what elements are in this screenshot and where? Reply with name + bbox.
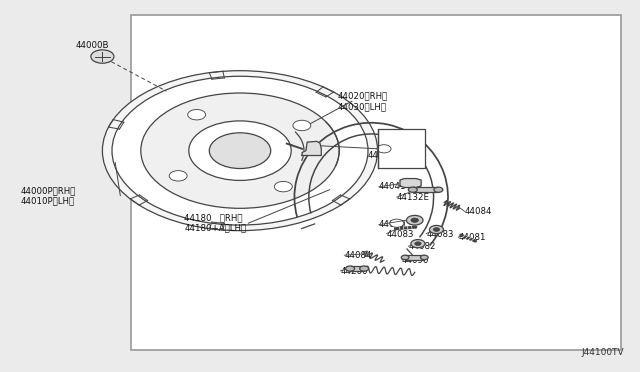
- Circle shape: [433, 228, 440, 231]
- Circle shape: [275, 182, 292, 192]
- Text: 44041: 44041: [379, 182, 406, 191]
- Text: 44030〈LH〉: 44030〈LH〉: [338, 102, 387, 111]
- Text: 44082: 44082: [408, 242, 436, 251]
- Bar: [350, 266, 364, 271]
- Text: 44083: 44083: [426, 230, 454, 239]
- Circle shape: [390, 219, 404, 227]
- Circle shape: [102, 71, 378, 231]
- Bar: [413, 187, 438, 192]
- Circle shape: [188, 109, 205, 120]
- Text: 44083: 44083: [387, 230, 414, 239]
- Circle shape: [91, 50, 114, 63]
- Bar: [405, 255, 424, 260]
- Circle shape: [360, 266, 369, 271]
- Text: 44000P〈RH〉: 44000P〈RH〉: [20, 186, 76, 195]
- Text: 44090: 44090: [402, 256, 429, 265]
- Text: J44100TV: J44100TV: [581, 348, 624, 357]
- Circle shape: [169, 171, 187, 181]
- Polygon shape: [302, 141, 321, 155]
- Circle shape: [415, 242, 421, 246]
- Text: 44081: 44081: [458, 233, 486, 242]
- Text: 44010P〈LH〉: 44010P〈LH〉: [20, 196, 75, 205]
- Text: 44200: 44200: [340, 267, 368, 276]
- Circle shape: [112, 76, 368, 225]
- Circle shape: [209, 133, 271, 169]
- Text: 44180   〈RH〉: 44180 〈RH〉: [184, 213, 243, 222]
- Text: 44020〈RH〉: 44020〈RH〉: [338, 92, 388, 100]
- Circle shape: [420, 255, 428, 260]
- Circle shape: [401, 255, 409, 260]
- Text: 44084: 44084: [344, 251, 372, 260]
- Text: 44090: 44090: [379, 220, 406, 229]
- Circle shape: [406, 215, 423, 225]
- Circle shape: [408, 187, 417, 192]
- Text: 44060S: 44060S: [367, 151, 401, 160]
- Circle shape: [346, 266, 355, 271]
- Text: 44180+A〈LH〉: 44180+A〈LH〉: [184, 223, 246, 232]
- Text: 44084: 44084: [465, 207, 492, 216]
- Polygon shape: [400, 179, 421, 187]
- Circle shape: [377, 145, 391, 153]
- Text: 44000B: 44000B: [76, 41, 109, 50]
- Circle shape: [434, 187, 443, 192]
- Circle shape: [189, 121, 291, 180]
- Circle shape: [429, 225, 444, 234]
- Circle shape: [411, 218, 419, 222]
- Circle shape: [411, 240, 425, 248]
- Circle shape: [293, 120, 311, 131]
- Text: 44132E: 44132E: [397, 193, 430, 202]
- Bar: [378, 129, 425, 168]
- Bar: [131, 15, 621, 350]
- Circle shape: [141, 93, 339, 208]
